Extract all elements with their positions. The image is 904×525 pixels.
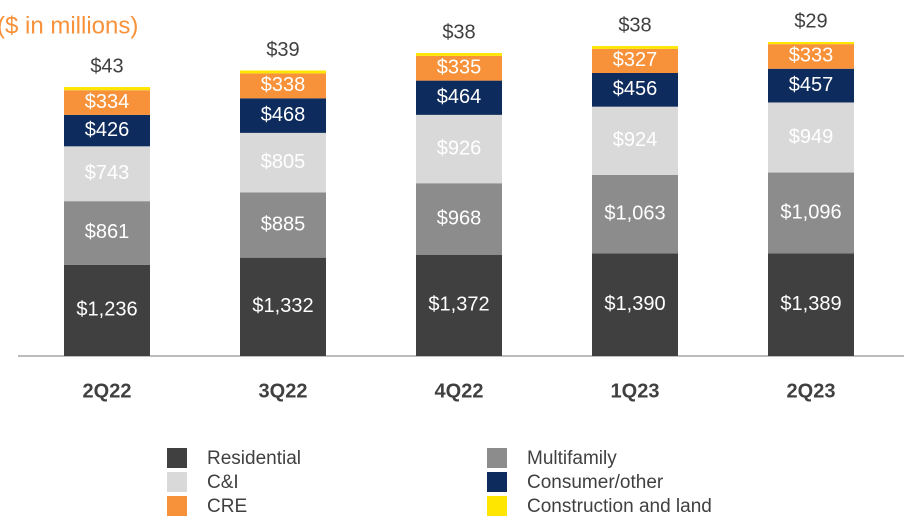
value-label: $456 — [613, 78, 658, 100]
bar-segment — [416, 80, 502, 115]
value-label: $457 — [789, 74, 834, 96]
bar-segment — [240, 192, 326, 258]
value-label: $335 — [437, 57, 482, 79]
bar-segment — [416, 53, 502, 56]
legend-swatch — [487, 496, 507, 516]
bar-segment — [240, 70, 326, 74]
bar-segment — [768, 42, 854, 45]
value-label: $949 — [789, 126, 834, 148]
bar-segment — [240, 98, 326, 133]
value-label: $968 — [437, 207, 482, 229]
x-tick-label: 4Q22 — [435, 380, 484, 402]
x-tick-label: 3Q22 — [259, 380, 308, 402]
bar-segment — [768, 68, 854, 103]
value-label: $743 — [85, 162, 130, 184]
value-label: $43 — [90, 55, 123, 77]
bar-segment — [64, 201, 150, 265]
value-label: $924 — [613, 129, 658, 151]
value-label: $1,236 — [76, 299, 137, 321]
legend-swatch — [487, 472, 507, 492]
bar-segment — [592, 46, 678, 49]
value-label: $468 — [261, 104, 306, 126]
value-label: $38 — [442, 21, 475, 43]
x-tick-label: 2Q22 — [83, 380, 132, 402]
bar-segment — [768, 253, 854, 356]
value-label: $338 — [261, 74, 306, 96]
value-label: $1,389 — [780, 293, 841, 315]
bar-segment — [768, 44, 854, 69]
value-label: $464 — [437, 86, 482, 108]
value-label: $327 — [613, 49, 658, 71]
value-label: $885 — [261, 213, 306, 235]
bar-segment — [240, 257, 326, 356]
bar-segment — [592, 106, 678, 175]
legend-swatch — [167, 448, 187, 468]
bar-segment — [768, 172, 854, 254]
bar-segment — [64, 146, 150, 202]
bar-segment — [416, 55, 502, 81]
bar-segment — [416, 114, 502, 184]
value-label: $1,332 — [252, 295, 313, 317]
bar-segment — [64, 114, 150, 147]
bar-segment — [64, 87, 150, 91]
value-label: $805 — [261, 151, 306, 173]
value-label: $426 — [85, 119, 130, 141]
legend-label: Residential — [207, 448, 301, 469]
value-label: $861 — [85, 221, 130, 243]
legend-swatch — [167, 496, 187, 516]
value-label: $1,096 — [780, 201, 841, 223]
value-label: $38 — [618, 14, 651, 36]
value-label: $1,063 — [604, 202, 665, 224]
legend-swatch — [167, 472, 187, 492]
bar-segment — [240, 132, 326, 193]
value-label: $1,372 — [428, 294, 489, 316]
bar-segment — [768, 102, 854, 173]
bar-segment — [64, 90, 150, 115]
legend-swatch — [487, 448, 507, 468]
bar-segment — [64, 264, 150, 356]
bar-segment — [592, 174, 678, 254]
legend-label: Multifamily — [527, 448, 617, 469]
bar-segment — [240, 73, 326, 99]
bar-segment — [592, 73, 678, 107]
x-tick-label: 2Q23 — [787, 380, 836, 402]
legend-label: C&I — [207, 472, 239, 493]
legend-label: CRE — [207, 496, 247, 517]
value-label: $334 — [85, 91, 130, 113]
bar-segment — [416, 254, 502, 356]
chart-title: ($ in millions) — [0, 12, 138, 39]
value-label: $29 — [794, 10, 827, 32]
bar-segment — [416, 183, 502, 255]
legend-label: Construction and land — [527, 496, 712, 517]
value-label: $333 — [789, 45, 834, 67]
bar-segment — [592, 48, 678, 74]
value-label: $926 — [437, 137, 482, 159]
legend-label: Consumer/other — [527, 472, 664, 493]
value-label: $1,390 — [604, 293, 665, 315]
bar-segment — [592, 253, 678, 356]
value-label: $39 — [266, 39, 299, 61]
x-tick-label: 1Q23 — [611, 380, 660, 402]
